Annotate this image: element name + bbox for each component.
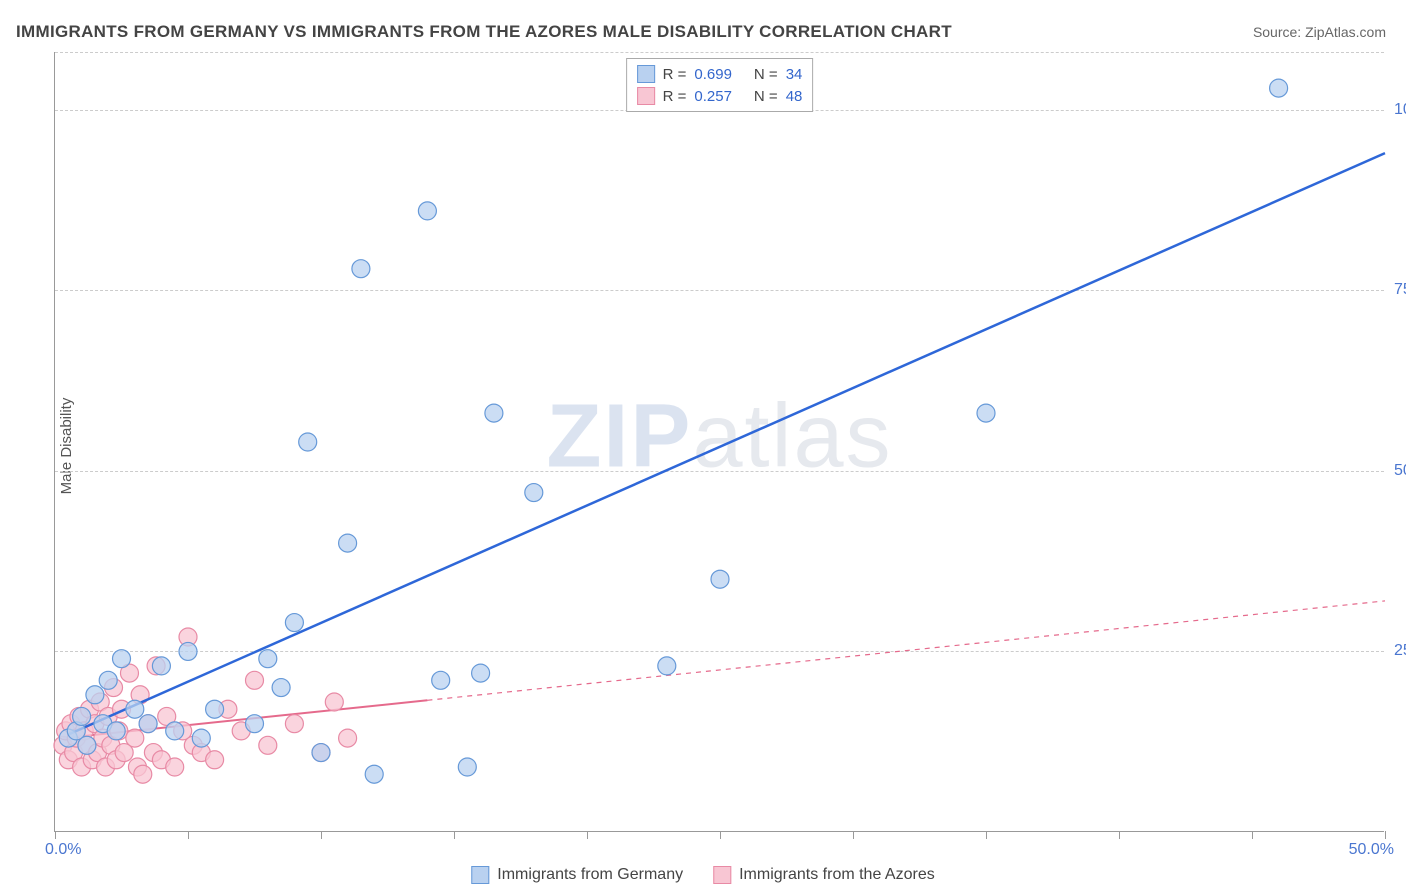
n-value-azores: 48 [786, 88, 803, 105]
n-value-germany: 34 [786, 66, 803, 83]
x-axis-min-label: 0.0% [45, 841, 81, 859]
legend-label-azores: Immigrants from the Azores [739, 866, 935, 884]
legend-swatch-azores [637, 87, 655, 105]
y-tick-label: 100.0% [1394, 101, 1406, 119]
r-label: R = [663, 66, 687, 83]
source-attribution: Source: ZipAtlas.com [1253, 24, 1386, 40]
y-tick-label: 75.0% [1394, 281, 1406, 299]
legend-label-germany: Immigrants from Germany [497, 866, 683, 884]
legend-swatch-icon [713, 866, 731, 884]
source-label: Source: [1253, 24, 1305, 40]
y-tick-label: 50.0% [1394, 462, 1406, 480]
chart-container: IMMIGRANTS FROM GERMANY VS IMMIGRANTS FR… [0, 0, 1406, 892]
legend-row-azores: R = 0.257 N = 48 [637, 85, 803, 107]
legend-item-germany: Immigrants from Germany [471, 866, 683, 884]
legend-swatch-icon [471, 866, 489, 884]
chart-title: IMMIGRANTS FROM GERMANY VS IMMIGRANTS FR… [16, 22, 952, 42]
correlation-legend: R = 0.699 N = 34 R = 0.257 N = 48 [626, 58, 814, 112]
source-value: ZipAtlas.com [1305, 24, 1386, 40]
plot-area: ZIPatlas 25.0%50.0%75.0%100.0% R = 0.699… [54, 52, 1384, 832]
n-label: N = [754, 66, 778, 83]
r-value-azores: 0.257 [694, 88, 732, 105]
series-legend: Immigrants from Germany Immigrants from … [471, 866, 934, 884]
y-tick-label: 25.0% [1394, 642, 1406, 660]
x-axis-max-label: 50.0% [1349, 841, 1394, 859]
n-label: N = [754, 88, 778, 105]
legend-row-germany: R = 0.699 N = 34 [637, 63, 803, 85]
legend-swatch-germany [637, 65, 655, 83]
r-label: R = [663, 88, 687, 105]
chart-svg [55, 52, 1384, 831]
r-value-germany: 0.699 [694, 66, 732, 83]
legend-item-azores: Immigrants from the Azores [713, 866, 935, 884]
